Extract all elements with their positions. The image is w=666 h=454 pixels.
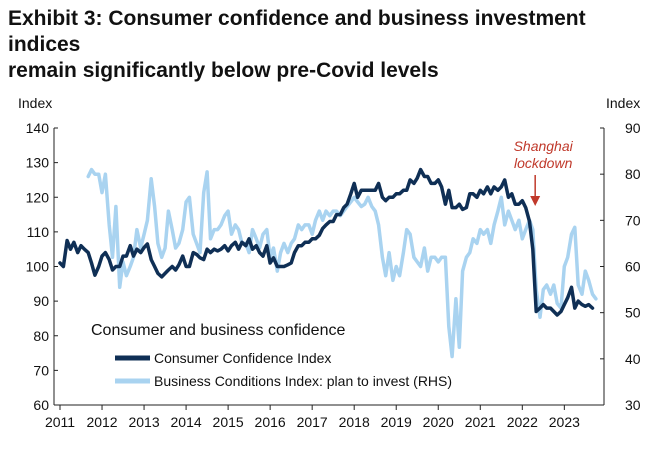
right-axis-tick-label: 60 <box>625 259 641 275</box>
x-axis-tick-label: 2023 <box>549 414 580 430</box>
right-axis-tick-label: 50 <box>625 305 641 321</box>
legend-label-business-conditions: Business Conditions Index: plan to inves… <box>154 373 452 389</box>
left-axis-tick-label: 70 <box>33 362 49 378</box>
series-line-consumer-confidence <box>58 167 595 317</box>
x-axis-tick-label: 2013 <box>128 414 159 430</box>
x-axis-tick-label: 2017 <box>297 414 328 430</box>
right-axis-tick-label: 30 <box>625 397 641 413</box>
chart-title-line-1: Exhibit 3: Consumer confidence and busin… <box>8 7 586 56</box>
left-axis-tick-label: 120 <box>26 189 50 205</box>
legend-title: Consumer and business confidence <box>91 322 345 339</box>
left-axis-tick-label: 100 <box>26 259 50 275</box>
left-axis-tick-label: 80 <box>33 328 49 344</box>
x-axis-tick-label: 2016 <box>255 414 286 430</box>
shanghai-lockdown-annotation: Shanghai lockdown <box>514 138 574 206</box>
chart-axes: 60 70 80 90 100 110 120 130 140 30 40 50 60 70 80 90 201… <box>26 120 641 430</box>
left-axis-tick-label: 130 <box>26 155 50 171</box>
x-axis-tick-label: 2022 <box>507 414 538 430</box>
annotation-text-line-2: lockdown <box>514 155 573 171</box>
left-axis-tick-label: 140 <box>26 120 50 136</box>
right-axis-tick-label: 70 <box>625 212 641 228</box>
legend-label-consumer-confidence: Consumer Confidence Index <box>154 350 331 366</box>
chart-title: Exhibit 3: Consumer confidence and busin… <box>8 6 658 84</box>
legend: Consumer and business confidence Consume… <box>91 322 452 389</box>
x-axis-tick-label: 2014 <box>171 414 202 430</box>
annotation-text-line-1: Shanghai <box>514 138 574 154</box>
series-layer <box>58 167 598 359</box>
chart-title-line-2: remain significantly below pre-Covid lev… <box>8 59 439 82</box>
left-axis-unit-label: Index <box>18 95 52 111</box>
right-axis-unit-label: Index <box>606 95 640 111</box>
annotation-arrow-head <box>530 196 541 206</box>
x-axis-tick-label: 2019 <box>381 414 412 430</box>
right-axis-tick-label: 80 <box>625 166 641 182</box>
left-axis-tick-label: 90 <box>33 293 49 309</box>
x-axis-tick-label: 2015 <box>213 414 244 430</box>
right-axis-tick-label: 90 <box>625 120 641 136</box>
x-axis-tick-label: 2021 <box>465 414 496 430</box>
left-axis-tick-label: 110 <box>27 224 50 240</box>
left-axis-tick-label: 60 <box>33 397 49 413</box>
x-axis-tick-label: 2011 <box>45 414 75 430</box>
right-axis-tick-label: 40 <box>625 351 641 367</box>
x-axis-tick-label: 2012 <box>86 414 117 430</box>
x-axis-tick-label: 2020 <box>423 414 454 430</box>
x-axis-tick-label: 2018 <box>339 414 370 430</box>
